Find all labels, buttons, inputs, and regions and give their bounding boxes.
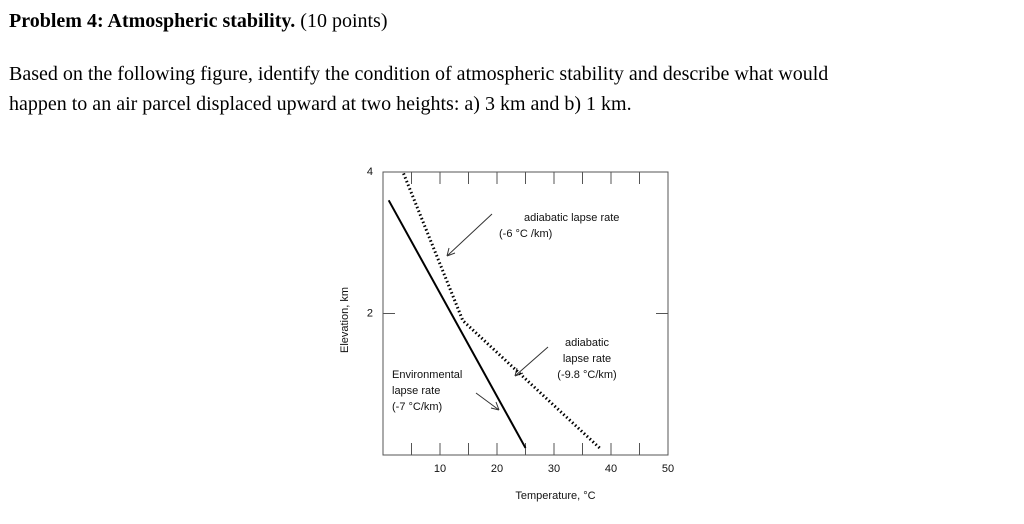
annotation-line: lapse rate [392,385,440,397]
annotation: Environmental lapse rate (-7 °C/km) [392,369,462,413]
annotation-line: (-9.8 °C/km) [557,369,616,381]
x-tick-label: 20 [491,463,503,475]
annotation: adiabatic lapse rate (-9.8 °C/km) [557,337,616,381]
arrow [514,346,549,377]
annotation-line: (-6 °C /km) [499,228,552,240]
arrow [475,392,500,411]
x-tick-label: 10 [434,463,446,475]
annotation-line: adiabatic [565,337,610,349]
paragraph-line: Based on the following figure, identify … [9,63,829,85]
annotation-line: (-7 °C/km) [392,401,442,413]
annotation: adiabatic lapse rate (-6 °C /km) [499,212,619,240]
series-line [387,199,527,449]
x-tick-label: 30 [548,463,560,475]
heading: Problem 4: Atmospheric stability. (10 po… [9,10,828,33]
annotation-line: lapse rate [563,353,611,365]
y-axis-label: Elevation, km [339,287,351,353]
x-tick-label: 50 [662,463,674,475]
paragraph-line: happen to an air parcel displaced upward… [9,93,632,115]
heading-title: Problem 4: Atmospheric stability. [9,10,296,32]
y-tick-label: 4 [367,166,373,178]
y-tick-label: 2 [367,307,373,319]
x-axis-label: Temperature, °C [515,490,595,502]
heading-points: (10 points) [300,10,388,32]
problem-text: Problem 4: Atmospheric stability. (10 po… [9,10,828,119]
annotation-line: adiabatic lapse rate [524,212,619,224]
annotation-line: Environmental [392,369,462,381]
arrow [446,213,493,257]
x-tick-label: 40 [605,463,617,475]
